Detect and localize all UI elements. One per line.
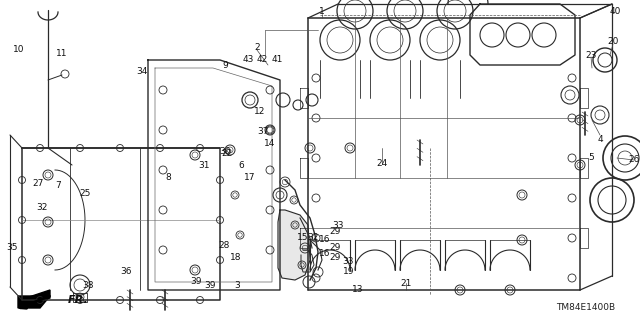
- Text: 29: 29: [330, 228, 340, 236]
- Text: 18: 18: [230, 252, 242, 261]
- Text: 41: 41: [271, 54, 283, 63]
- Text: 9: 9: [222, 60, 228, 69]
- Text: 16: 16: [319, 236, 331, 244]
- Text: TM84E1400B: TM84E1400B: [556, 303, 615, 312]
- Text: 2: 2: [254, 44, 260, 52]
- Polygon shape: [278, 210, 310, 280]
- Text: 13: 13: [352, 285, 364, 294]
- Text: 4: 4: [597, 135, 603, 145]
- Text: 39: 39: [204, 281, 216, 290]
- Text: 35: 35: [6, 243, 18, 252]
- Text: 29: 29: [330, 244, 340, 252]
- Text: 14: 14: [264, 139, 276, 148]
- Text: 8: 8: [165, 173, 171, 182]
- Text: 21: 21: [400, 278, 412, 287]
- Text: 20: 20: [607, 37, 619, 46]
- Text: 37: 37: [257, 127, 269, 137]
- Text: 42: 42: [257, 54, 268, 63]
- Text: 30: 30: [220, 148, 231, 156]
- Text: 25: 25: [79, 189, 91, 198]
- Text: 28: 28: [218, 241, 230, 250]
- Text: 38: 38: [83, 281, 93, 290]
- Text: 17: 17: [244, 173, 256, 182]
- Text: 5: 5: [588, 153, 594, 162]
- Text: 39: 39: [190, 277, 202, 286]
- Text: 24: 24: [376, 159, 388, 169]
- Text: 6: 6: [238, 161, 244, 170]
- Text: 26: 26: [628, 156, 640, 164]
- Text: 1: 1: [319, 7, 325, 17]
- Text: 32: 32: [36, 203, 48, 212]
- Text: 16: 16: [319, 250, 331, 259]
- Text: 22: 22: [221, 149, 232, 158]
- Text: 29: 29: [330, 253, 340, 262]
- Text: 43: 43: [243, 54, 253, 63]
- Text: 36: 36: [120, 268, 132, 276]
- Text: 12: 12: [254, 108, 266, 116]
- Text: 27: 27: [32, 180, 44, 188]
- Text: 7: 7: [55, 180, 61, 189]
- Text: 3: 3: [234, 281, 240, 290]
- Text: 10: 10: [13, 44, 25, 53]
- Text: 31: 31: [198, 161, 210, 170]
- Text: 19: 19: [343, 268, 355, 276]
- Text: 33: 33: [332, 220, 344, 229]
- Text: 33: 33: [342, 258, 354, 267]
- Text: 11: 11: [56, 49, 68, 58]
- Text: FR.: FR.: [68, 295, 89, 305]
- Text: 40: 40: [609, 7, 621, 17]
- Polygon shape: [20, 290, 50, 308]
- Polygon shape: [18, 296, 50, 308]
- Text: 34: 34: [136, 68, 148, 76]
- Text: 15: 15: [297, 233, 308, 242]
- Text: 23: 23: [586, 51, 596, 60]
- Text: 32: 32: [307, 234, 319, 243]
